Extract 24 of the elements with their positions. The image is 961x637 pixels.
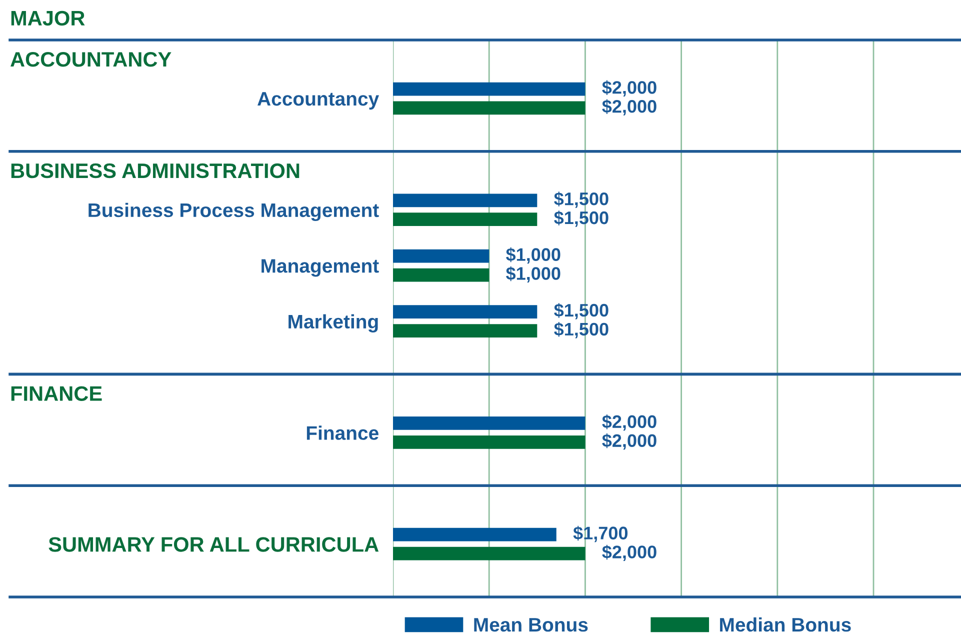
data-label: $1,500: [554, 210, 608, 227]
data-label: $2,000: [602, 544, 656, 562]
data-label: $2,000: [602, 99, 656, 116]
data-label: $2,000: [602, 414, 656, 431]
y-tick-label: Finance: [306, 426, 378, 440]
data-label: $1,000: [506, 266, 560, 283]
data-label: $1,500: [554, 303, 608, 320]
data-label: $2,000: [602, 80, 656, 96]
y-tick-label: SUMMARY FOR ALL CURRICULA: [48, 537, 379, 552]
legend-label: Mean Bonus: [474, 618, 588, 632]
text: BUSINESS ADMINISTRATION: [11, 163, 300, 178]
text: FINANCE: [11, 386, 102, 401]
y-tick-label: Accountancy: [258, 92, 380, 110]
y-tick-label: Management: [262, 259, 379, 277]
data-label: $2,000: [602, 433, 656, 450]
y-tick-label: Business Process Management: [88, 202, 379, 222]
y-tick-label: Marketing: [288, 314, 378, 332]
text: MAJOR: [11, 10, 85, 26]
data-label: $1,500: [554, 322, 608, 338]
data-label: $1,000: [506, 247, 560, 264]
text: ACCOUNTANCY: [10, 52, 172, 67]
data-label: $1,500: [554, 192, 608, 208]
legend-label: Median Bonus: [720, 617, 851, 632]
data-label: $1,700: [573, 526, 628, 542]
